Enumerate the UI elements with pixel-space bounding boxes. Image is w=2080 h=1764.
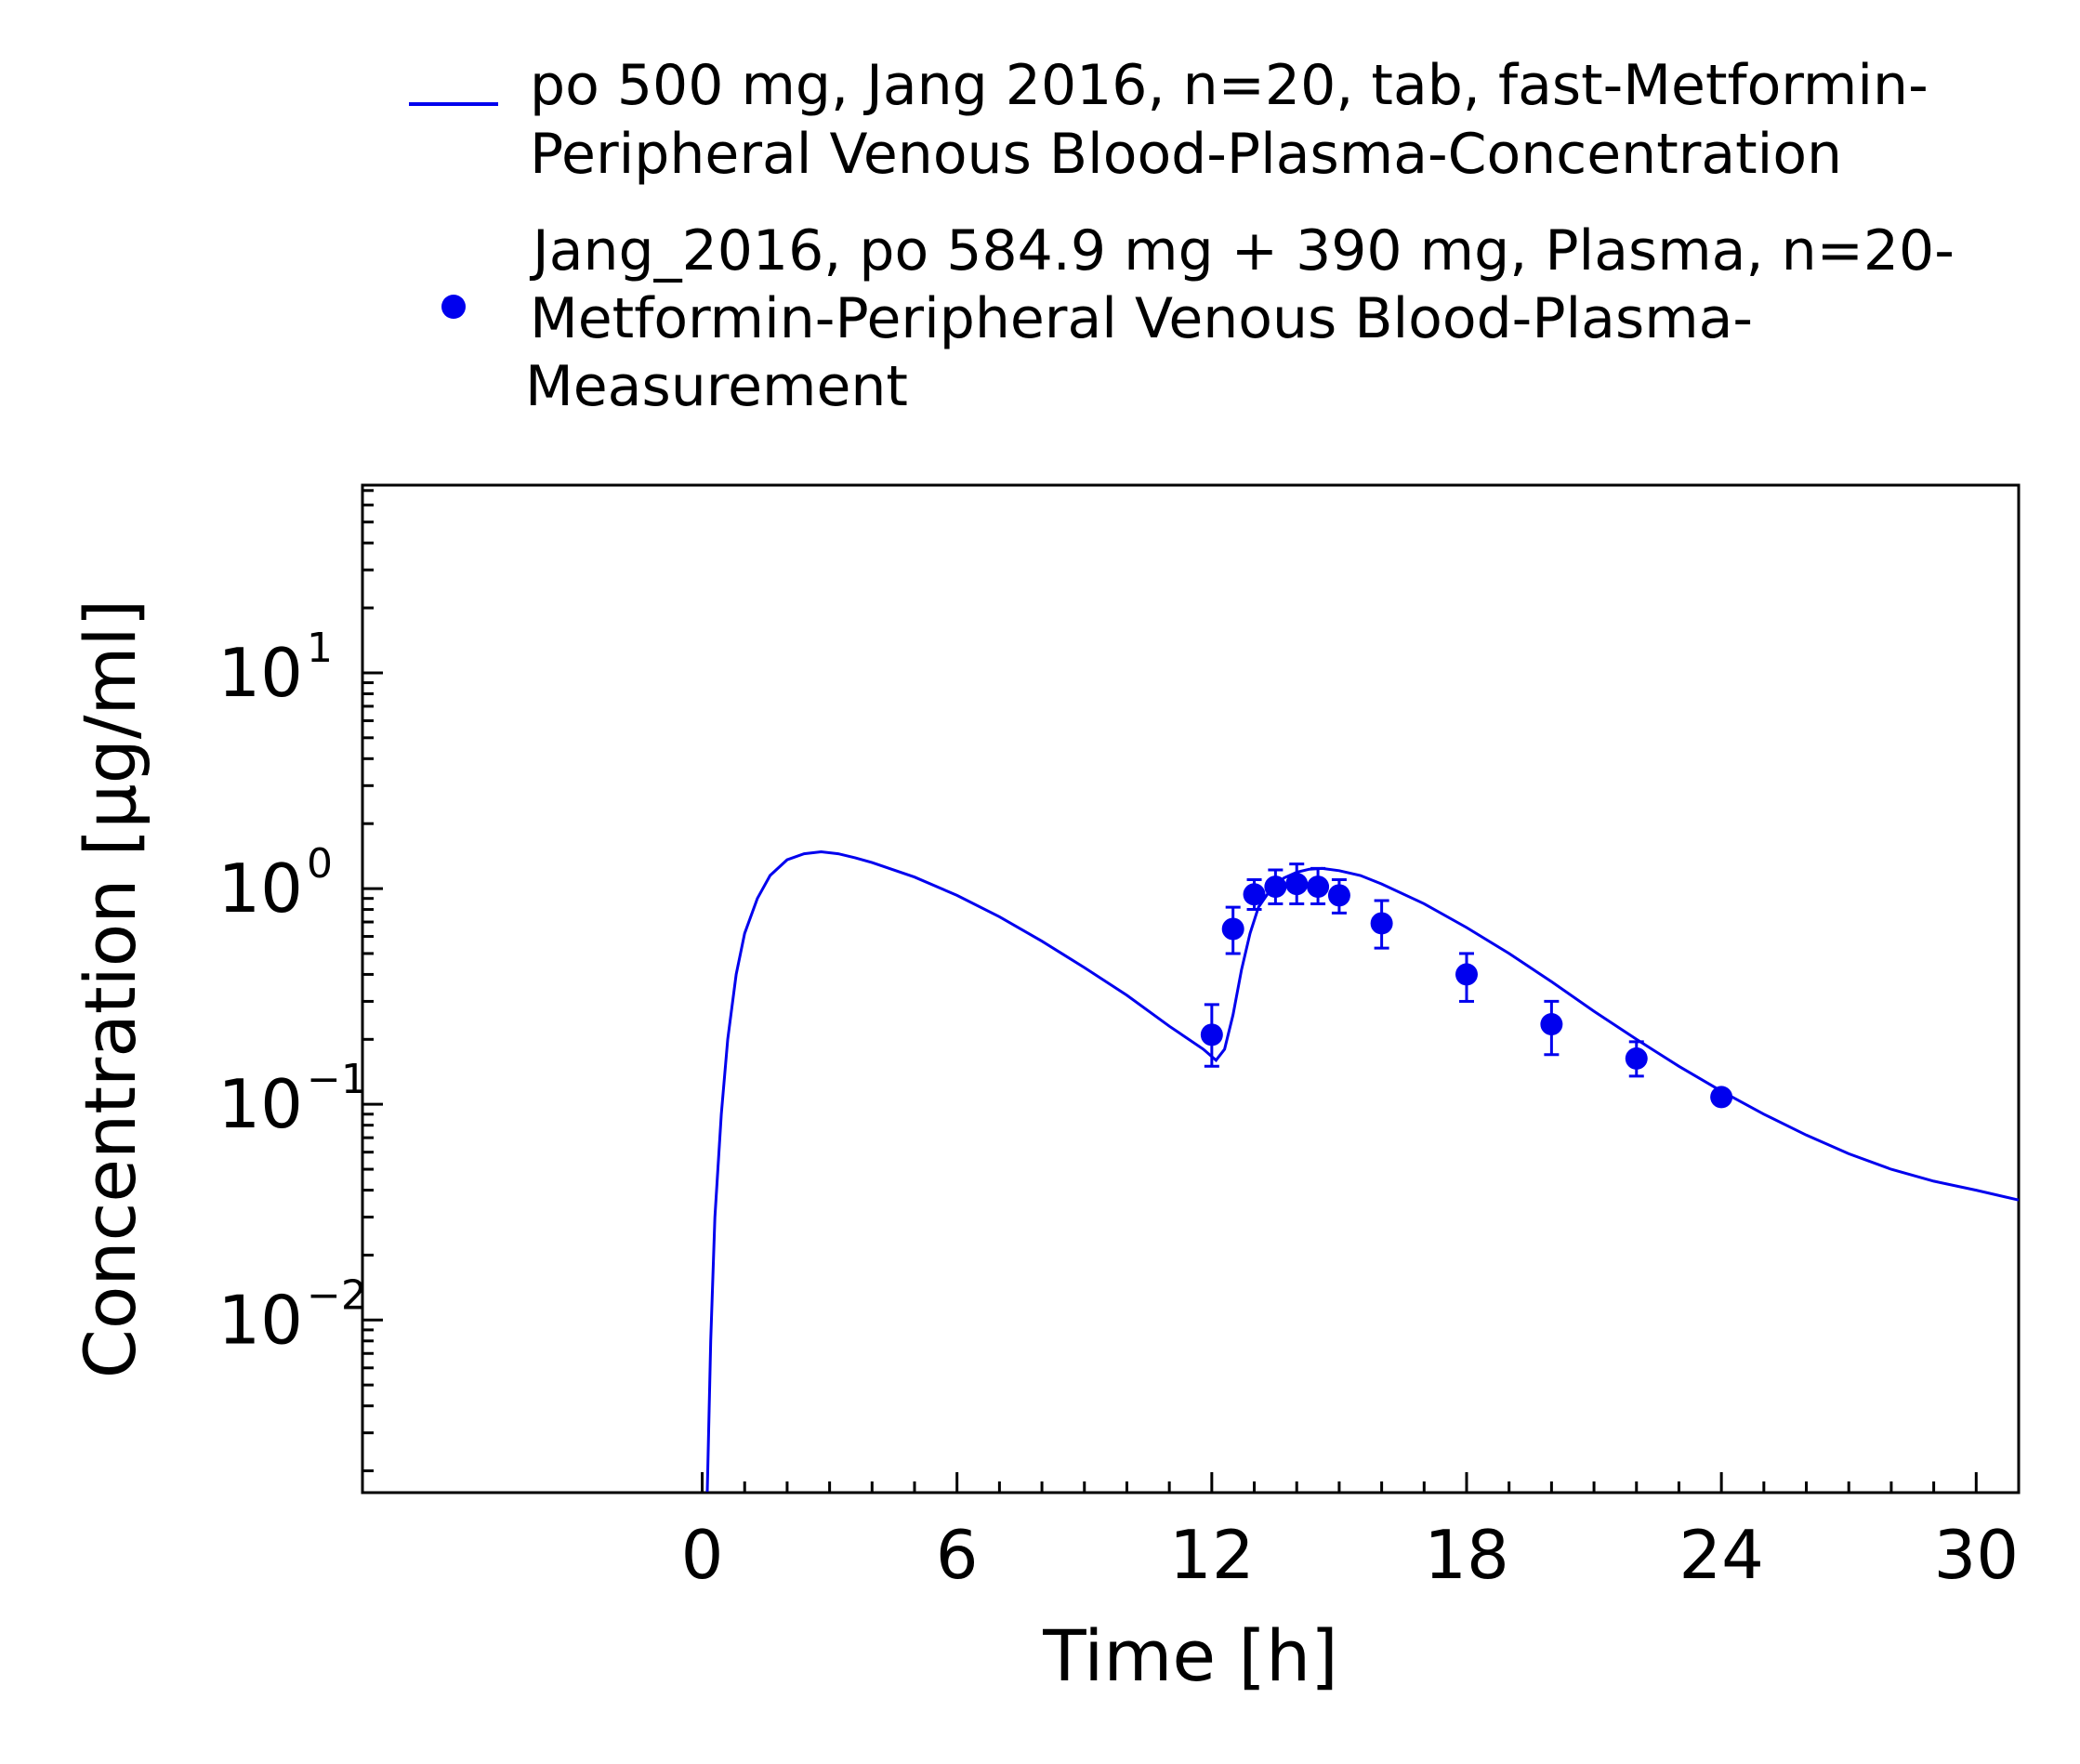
legend-marker-label-2: Metformin-Peripheral Venous Blood-Plasma… (530, 286, 1753, 351)
observed-point (1221, 905, 1244, 955)
observed-point (1307, 866, 1330, 905)
observed-point (1285, 862, 1309, 905)
legend-line-label-1: po 500 mg, Jang 2016, n=20, tab, fast-Me… (530, 53, 1929, 118)
data-marker (1710, 1086, 1733, 1109)
series-layer (705, 849, 2020, 1493)
y-tick-label-base: 10 (217, 1065, 303, 1143)
data-marker (1285, 873, 1309, 896)
data-marker (1243, 883, 1266, 906)
x-tick-label: 30 (1933, 1516, 2019, 1594)
x-tick-label: 6 (936, 1516, 979, 1594)
x-axis-label: Time [h] (1042, 1614, 1338, 1697)
legend: po 500 mg, Jang 2016, n=20, tab, fast-Me… (409, 53, 1955, 419)
data-marker (1455, 963, 1478, 986)
observed-point (1540, 999, 1563, 1057)
data-marker (1221, 917, 1244, 941)
legend-line-label-2: Peripheral Venous Blood-Plasma-Concentra… (530, 122, 1842, 187)
y-tick-label-base: 10 (217, 1281, 303, 1359)
observed-point (1264, 868, 1287, 905)
observed-point (1710, 1086, 1733, 1109)
plot-frame (361, 483, 2021, 1494)
data-marker (1540, 1013, 1563, 1036)
observed-point (1200, 1003, 1223, 1068)
y-tick-label-exponent: 0 (307, 840, 333, 888)
data-marker (1327, 884, 1350, 907)
y-tick-label-base: 10 (217, 849, 303, 928)
data-marker (1625, 1047, 1648, 1070)
x-axis: 0 6 12 18 24 30 (681, 1472, 2019, 1594)
observed-point (1243, 877, 1266, 912)
observed-point (1370, 899, 1393, 950)
y-axis-label: Concentration [µg/ml] (69, 599, 151, 1378)
y-tick-label-exponent: −2 (307, 1271, 367, 1319)
y-tick-label-exponent: 1 (307, 625, 333, 672)
data-marker (1200, 1023, 1223, 1047)
x-tick-label: 0 (681, 1516, 724, 1594)
legend-marker-label-1: Jang_2016, po 584.9 mg + 390 mg, Plasma,… (529, 218, 1955, 283)
observed-point (1455, 952, 1478, 1003)
y-tick-label-exponent: −1 (307, 1056, 367, 1103)
legend-marker-swatch (441, 295, 466, 319)
legend-marker-label-3: Measurement (525, 354, 908, 419)
observed-point (1625, 1040, 1648, 1078)
x-tick-label: 12 (1169, 1516, 1255, 1594)
data-marker (1307, 875, 1330, 899)
x-tick-label: 18 (1424, 1516, 1509, 1594)
y-tick-label-base: 10 (217, 634, 303, 712)
data-marker (1264, 875, 1287, 899)
data-marker (1370, 912, 1393, 935)
simulation-curve (705, 849, 2020, 1493)
observed-point (1327, 877, 1350, 915)
x-tick-label: 24 (1678, 1516, 1764, 1594)
